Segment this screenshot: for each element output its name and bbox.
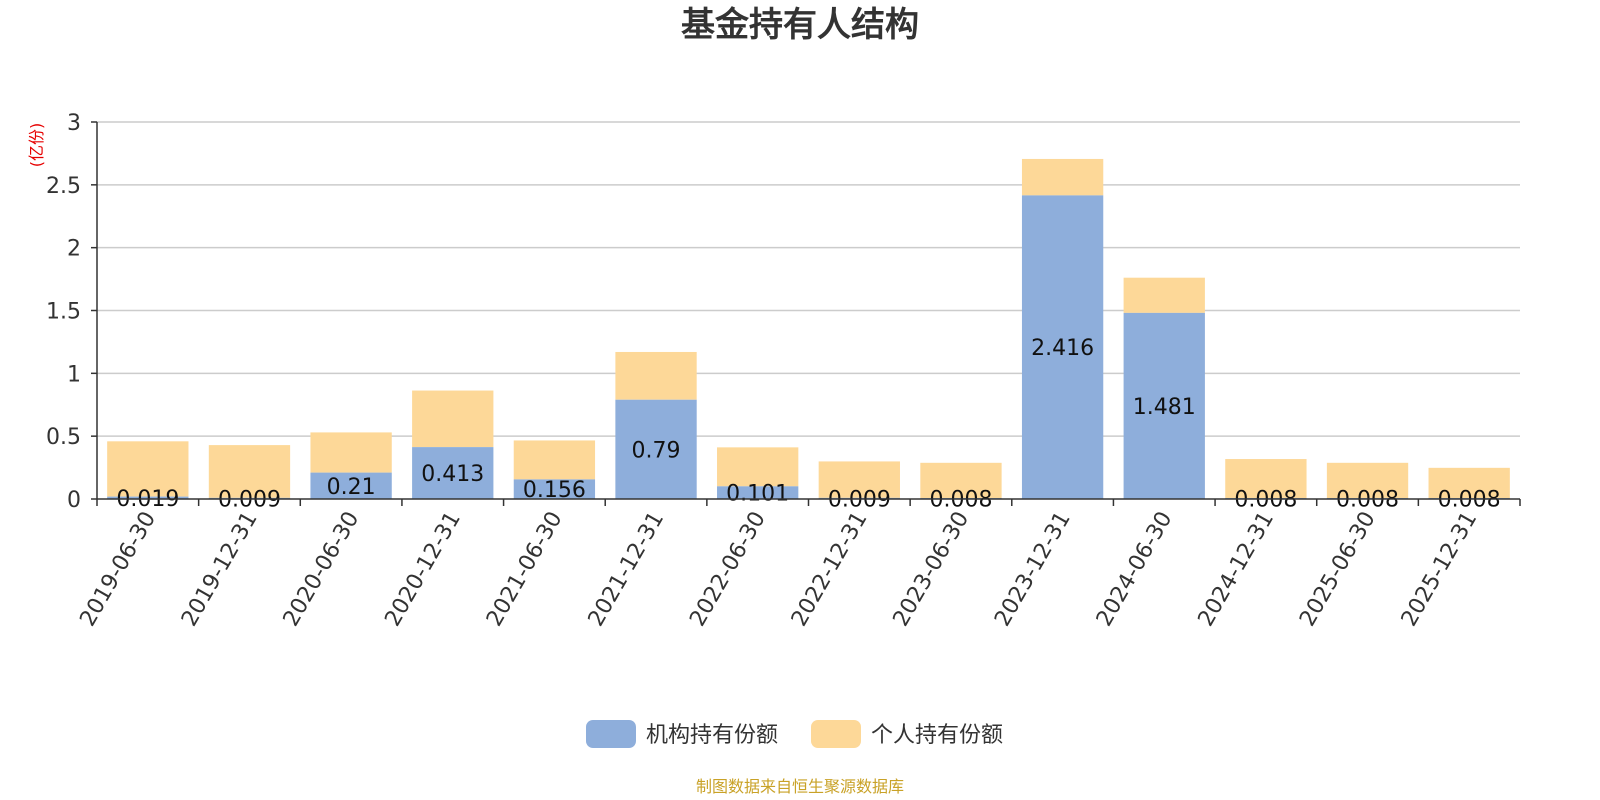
legend-swatch [586, 720, 636, 748]
y-axis: 0 0.5 1 1.5 2 2.5 3 [46, 111, 98, 513]
bar-individual-holdings [1021, 158, 1104, 196]
y-tick-label: 0 [67, 488, 81, 513]
data-label-institutional: 0.008 [929, 487, 992, 512]
x-tick-label: 2019-06-30 [75, 508, 161, 631]
data-label-institutional: 0.009 [218, 487, 281, 512]
x-tick-label: 2021-06-30 [482, 508, 568, 631]
bar-individual-holdings [1225, 459, 1307, 498]
bar-individual-holdings [107, 441, 189, 497]
y-tick-label: 0.5 [46, 425, 81, 450]
bar-institutional-holdings [615, 399, 697, 499]
data-label-institutional: 1.481 [1133, 395, 1196, 420]
data-label-institutional: 0.008 [1438, 487, 1501, 512]
bar-institutional-holdings [310, 472, 392, 499]
x-axis: 2019-06-30 2019-12-31 2020-06-30 2020-12-31… [75, 498, 1521, 631]
chart-title: 基金持有人结构 [681, 5, 919, 45]
bar-individual-holdings [208, 445, 291, 498]
legend[interactable]: 机构持有份额 个人持有份额 [586, 720, 1003, 748]
x-tick-label: 2025-12-31 [1397, 508, 1483, 631]
bar-individual-holdings [1326, 462, 1409, 498]
x-tick-label: 2023-12-31 [990, 508, 1076, 631]
x-tick-label: 2019-12-31 [177, 508, 263, 631]
x-tick-label: 2021-12-31 [584, 508, 670, 631]
data-label-institutional: 0.008 [1336, 487, 1399, 512]
legend-swatch [811, 720, 861, 748]
bar-individual-holdings [615, 351, 697, 400]
x-tick-label: 2020-06-30 [279, 508, 365, 631]
bar-institutional-holdings [1021, 195, 1104, 499]
data-label-institutional: 0.009 [828, 487, 891, 512]
data-label-institutional: 0.413 [421, 462, 484, 487]
bar-institutional-holdings [412, 447, 494, 499]
legend-label: 机构持有份额 [646, 723, 778, 748]
bars [107, 158, 1510, 499]
bar-institutional-holdings [513, 479, 596, 499]
y-tick-label: 2 [67, 237, 81, 262]
legend-item-institutional[interactable]: 机构持有份额 [586, 720, 778, 748]
grid-lines [97, 121, 1520, 437]
bar-institutional-holdings [717, 486, 799, 499]
x-tick-label: 2024-06-30 [1092, 508, 1178, 631]
data-label-institutional: 0.21 [327, 475, 376, 500]
x-tick-label: 2025-06-30 [1295, 508, 1381, 631]
x-tick-label: 2020-12-31 [380, 508, 466, 631]
x-tick-label: 2022-12-31 [787, 508, 873, 631]
bar-individual-holdings [310, 432, 392, 473]
x-tick-label: 2024-12-31 [1194, 508, 1280, 631]
data-label-institutional: 0.79 [632, 438, 681, 463]
y-tick-label: 3 [67, 111, 81, 136]
data-source-note: 制图数据来自恒生聚源数据库 [696, 777, 904, 796]
bar-individual-holdings [1123, 277, 1205, 313]
legend-item-individual[interactable]: 个人持有份额 [811, 720, 1003, 748]
y-tick-label: 2.5 [46, 174, 81, 199]
x-tick-label: 2023-06-30 [889, 508, 975, 631]
bar-individual-holdings [513, 440, 596, 480]
bar-institutional-holdings [107, 496, 189, 499]
bar-individual-holdings [412, 390, 494, 448]
x-tick-label: 2022-06-30 [685, 508, 771, 631]
data-label-institutional: 0.101 [726, 482, 789, 507]
y-tick-label: 1.5 [46, 300, 81, 325]
bar-individual-holdings [1428, 467, 1510, 498]
data-label-institutional: 0.008 [1234, 487, 1297, 512]
y-axis-unit-label: (亿份) [27, 123, 46, 168]
bar-individual-holdings [920, 462, 1002, 498]
data-label-institutional: 2.416 [1031, 336, 1094, 361]
y-tick-label: 1 [67, 362, 81, 387]
bar-institutional-holdings [1123, 312, 1205, 499]
bar-individual-holdings [818, 461, 900, 498]
legend-label: 个人持有份额 [871, 723, 1003, 748]
bar-individual-holdings [717, 447, 799, 487]
